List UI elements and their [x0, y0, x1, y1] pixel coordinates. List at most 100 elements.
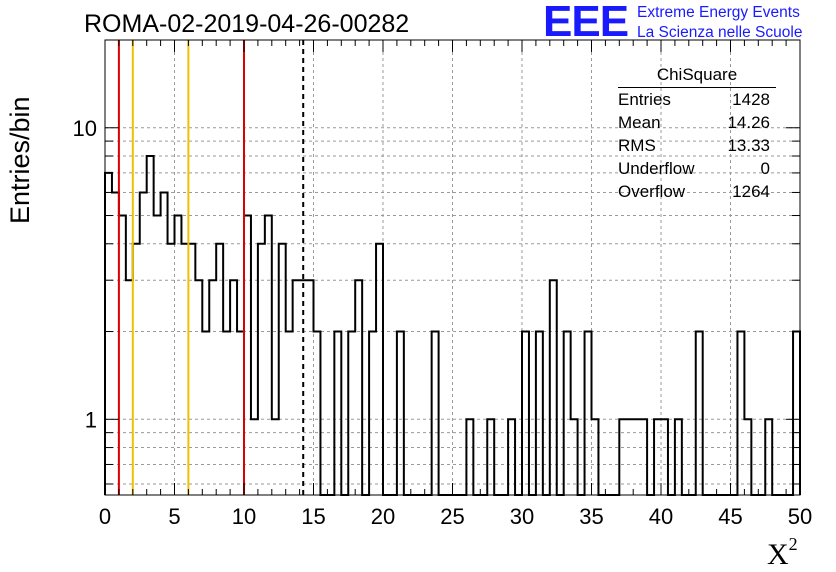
x-tick-label: 5 [168, 504, 180, 529]
histogram-bin [334, 332, 341, 495]
stats-row: RMS 13.33 [612, 134, 782, 157]
stats-label: RMS [618, 136, 656, 155]
histogram-bin [432, 332, 439, 495]
histogram-bin [737, 332, 744, 495]
x-tick-label: 10 [232, 504, 256, 529]
histogram-bin [466, 419, 473, 495]
x-axis-label: X2 [767, 534, 798, 572]
stats-title: ChiSquare [618, 65, 776, 88]
histogram-bin [140, 192, 147, 495]
histogram-bin [181, 244, 188, 495]
stats-row: Overflow 1264 [612, 180, 782, 203]
histogram-bin [223, 332, 230, 495]
histogram-bin [230, 280, 237, 495]
histogram-bin [592, 419, 599, 495]
histogram-bin [793, 332, 800, 495]
histogram-bin [585, 332, 592, 495]
histogram-bin [258, 244, 265, 495]
histogram-bin [765, 419, 772, 495]
histogram-bin [202, 332, 209, 495]
stats-value: 0 [760, 159, 770, 178]
histogram-bin [195, 280, 202, 495]
stats-label: Overflow [618, 182, 686, 201]
axes: 0 5 10 15 20 25 30 35 40 45 50 1 10 [73, 39, 812, 529]
histogram-bin [293, 280, 300, 495]
x-tick-label: 45 [718, 504, 742, 529]
histogram-bin [154, 216, 161, 495]
histogram-bin [696, 332, 703, 495]
histogram-bin [376, 244, 383, 495]
y-tick-label: 10 [73, 116, 97, 141]
reference-lines [117, 40, 305, 495]
histogram-bin [654, 419, 661, 495]
stats-row: Mean 14.26 [612, 111, 782, 134]
histogram-bin [147, 156, 154, 495]
logo-caption: Extreme Energy Events La Scienza nelle S… [637, 3, 802, 43]
histogram-bin [744, 419, 751, 495]
histogram-bin [175, 216, 182, 495]
x-tick-label: 35 [579, 504, 603, 529]
histogram-bin [661, 419, 668, 495]
histogram-bin [564, 332, 571, 495]
histogram-bin [161, 192, 168, 495]
histogram-bin [522, 332, 529, 495]
histogram-bin [348, 332, 355, 495]
x-tick-label: 15 [301, 504, 325, 529]
stats-value: 13.33 [727, 136, 770, 155]
stats-row: Entries 1428 [612, 88, 782, 111]
histogram-bin [216, 244, 223, 495]
histogram-bin [550, 280, 557, 495]
histogram-bin [397, 332, 404, 495]
histogram-bin [314, 332, 321, 495]
chart-title: ROMA-02-2019-04-26-00282 [84, 10, 410, 38]
x-tick-label: 50 [788, 504, 812, 529]
histogram-bin [369, 332, 376, 495]
x-tick-label: 0 [99, 504, 111, 529]
y-axis-label: Entries/bin [5, 96, 35, 224]
x-tick-label: 40 [649, 504, 673, 529]
histogram-bin [633, 419, 640, 495]
stats-value: 1428 [732, 90, 770, 109]
histogram-bin [272, 419, 279, 495]
stats-box: ChiSquare Entries 1428 Mean 14.26 RMS 13.33… [612, 65, 782, 203]
stats-value: 1264 [732, 182, 770, 201]
histogram-bin [209, 280, 216, 495]
histogram-bin [508, 419, 515, 495]
histogram-bin [112, 192, 119, 495]
histogram-bin [237, 332, 244, 495]
histogram-bin [105, 173, 112, 495]
histogram-bin [265, 216, 272, 495]
x-axis-label-base: X [767, 538, 789, 571]
x-tick-label: 20 [371, 504, 395, 529]
histogram-bin [251, 419, 258, 495]
histogram-bin [355, 280, 362, 495]
stats-label: Entries [618, 90, 671, 109]
histogram-bin [536, 332, 543, 495]
histogram-bin [571, 419, 578, 495]
histogram-bin [133, 244, 140, 495]
y-tick-label: 1 [85, 407, 97, 432]
logo-line-2: La Scienza nelle Scuole [637, 24, 803, 41]
histogram-bin [119, 216, 126, 495]
histogram-bin [126, 280, 133, 495]
histogram-bin [279, 244, 286, 495]
histogram-bin [487, 419, 494, 495]
x-tick-label: 30 [510, 504, 534, 529]
x-axis-label-sup: 2 [788, 534, 798, 554]
histogram-bin [168, 244, 175, 495]
stats-value: 14.26 [727, 113, 770, 132]
eee-logo: EEE [543, 0, 629, 46]
histogram-bin [286, 332, 293, 495]
x-tick-label: 25 [440, 504, 464, 529]
stats-row: Underflow 0 [612, 157, 782, 180]
stats-label: Mean [618, 113, 661, 132]
histogram-bin [626, 419, 633, 495]
logo-line-1: Extreme Energy Events [637, 4, 800, 21]
histogram-bin [619, 419, 626, 495]
stats-label: Underflow [618, 159, 695, 178]
histogram-bin [244, 216, 251, 495]
histogram-bin [188, 244, 195, 495]
histogram-bin [307, 280, 314, 495]
histogram-bin [640, 419, 647, 495]
